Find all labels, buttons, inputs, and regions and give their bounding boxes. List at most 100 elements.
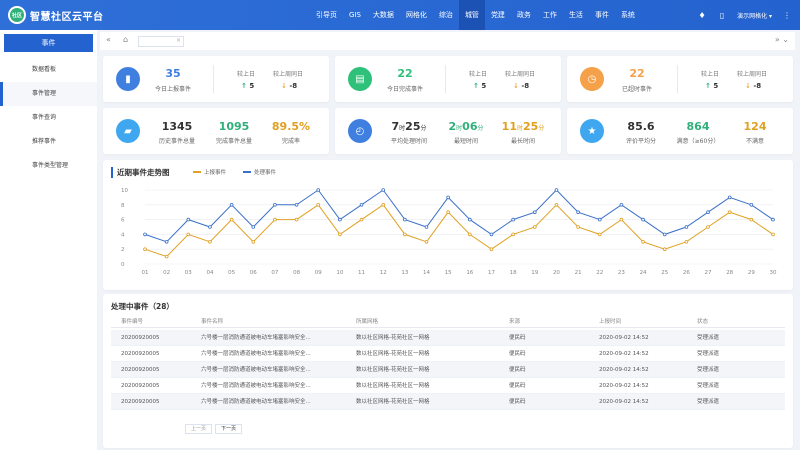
table-header: 事件编号 事件名称 所属网格 来源 上报时间 状态 xyxy=(111,316,785,328)
arrow-up-icon: ↑ xyxy=(705,82,714,90)
sidebar-item-2[interactable]: 事件查询 xyxy=(32,114,57,121)
table-row[interactable]: 20200920005 六号楼一层消防通道被电动车堵塞影响安全... 数以社区网格-… xyxy=(111,330,785,346)
nav-item-2[interactable]: 大数据 xyxy=(372,11,394,19)
data-point-1 xyxy=(403,217,407,222)
bell-icon[interactable]: ♦ xyxy=(698,10,706,20)
folder-icon: ▰ xyxy=(116,119,140,143)
tab-current[interactable]: × xyxy=(138,36,184,47)
nav-item-6[interactable]: 党建 xyxy=(490,11,505,19)
sidebar: 事件 数据看板事件管理事件查询推荐事件事件类型管理 xyxy=(0,30,97,450)
more-vert-icon[interactable]: ⋮ xyxy=(783,10,791,20)
data-point-1 xyxy=(446,195,450,200)
nav-item-0[interactable]: 引导页 xyxy=(316,11,337,19)
sidebar-item-3[interactable]: 推荐事件 xyxy=(32,138,57,145)
data-point-0 xyxy=(641,240,645,244)
nav-item-9[interactable]: 生活 xyxy=(568,11,583,19)
x-tick-label: 14 xyxy=(423,270,430,276)
stat-label: 今日完成事件 xyxy=(386,86,423,93)
sidebar-item-4[interactable]: 事件类型管理 xyxy=(32,162,69,169)
table-cell: 数以社区网格-花苑社区一网格 xyxy=(356,383,430,389)
cmp-number: -8 xyxy=(753,82,762,90)
data-point-0 xyxy=(186,232,191,237)
tab-close-icon[interactable]: × xyxy=(175,37,181,44)
x-tick-label: 16 xyxy=(466,270,473,276)
cmp-value-week: ↓ -8 xyxy=(745,82,761,90)
tab-scroll-right-icon[interactable]: » ⌄ xyxy=(774,35,789,44)
data-point-0 xyxy=(771,232,775,237)
table-cell: 六号楼一层消防通道被电动车堵塞影响安全... xyxy=(201,335,311,341)
legend-item-reported: 上报事件 xyxy=(193,168,226,176)
next-page-button[interactable]: 下一页 xyxy=(215,424,243,434)
data-point-1 xyxy=(208,225,212,229)
cmp-label-day: 较上日 xyxy=(701,71,720,78)
x-tick-label: 01 xyxy=(142,270,149,276)
data-point-0 xyxy=(403,232,407,237)
home-icon[interactable]: ⌂ xyxy=(123,35,129,44)
legend-label-reported: 上报事件 xyxy=(204,170,227,176)
table-cell: 受理派遣 xyxy=(697,399,720,405)
nav-item-4[interactable]: 综治 xyxy=(438,11,453,19)
column-header: 来源 xyxy=(509,319,521,325)
data-point-0 xyxy=(164,254,169,259)
cmp-number: -8 xyxy=(289,82,298,90)
nav-item-7[interactable]: 政务 xyxy=(516,11,531,19)
phone-icon[interactable]: ▯ xyxy=(719,10,725,20)
table-row[interactable]: 20200920005 六号楼一层消防通道被电动车堵塞影响安全... 数以社区网格-… xyxy=(111,362,785,378)
arrow-up-icon: ↑ xyxy=(473,82,482,90)
table-cell: 20200920005 xyxy=(121,399,160,405)
summary-label: 最长时间 xyxy=(510,138,535,145)
hours-unit: 时 xyxy=(399,125,406,132)
nav-item-11[interactable]: 系统 xyxy=(620,11,635,19)
data-point-0 xyxy=(424,240,429,244)
tab-scroll-left-icon[interactable]: « xyxy=(106,35,111,44)
logo-icon: 社区 xyxy=(10,8,24,22)
data-point-1 xyxy=(641,217,645,222)
sidebar-item-1[interactable]: 事件管理 xyxy=(0,82,97,106)
y-tick-label: 8 xyxy=(121,203,125,209)
data-point-0 xyxy=(446,210,450,214)
summary-label: 完成率 xyxy=(281,138,300,145)
nav-item-1[interactable]: GIS xyxy=(349,11,361,19)
user-menu[interactable]: 演示网格化 ▾ xyxy=(737,12,772,20)
data-point-0 xyxy=(273,217,277,222)
legend-item-processed: 处理事件 xyxy=(243,168,276,176)
nav-item-10[interactable]: 事件 xyxy=(594,11,609,19)
table-cell: 20200920005 xyxy=(121,383,160,389)
nav-item-8[interactable]: 工作 xyxy=(542,11,557,19)
summary-value: 11时25分 xyxy=(497,120,549,133)
table-cell: 受理派遣 xyxy=(697,335,720,341)
data-point-0 xyxy=(532,225,537,229)
stat-card-0: ▮ 35 今日上报事件 较上日 较上周同日 ↑ 5 ↓ -8 xyxy=(103,56,329,102)
x-tick-label: 02 xyxy=(163,270,170,276)
minutes-unit: 分 xyxy=(538,125,545,132)
pagination: 上一页 下一页 xyxy=(185,424,243,434)
chart-icon: ▮ xyxy=(116,67,140,91)
summary-card-1: ◴ 7时25分 平均处理时间 2时06分 最短时间 11时25分 最长时间 xyxy=(335,108,561,154)
data-point-0 xyxy=(316,202,321,207)
table-row[interactable]: 20200920005 六号楼一层消防通道被电动车堵塞影响安全... 数以社区网格-… xyxy=(111,378,785,394)
table-row[interactable]: 20200920005 六号楼一层消防通道被电动车堵塞影响安全... 数以社区网格-… xyxy=(111,346,785,362)
x-tick-label: 03 xyxy=(185,270,192,276)
stat-value: 22 xyxy=(629,67,645,80)
data-point-0 xyxy=(208,240,212,244)
clock-icon: ◷ xyxy=(580,67,604,91)
sidebar-header[interactable]: 事件 xyxy=(4,34,93,52)
data-point-1 xyxy=(706,210,710,214)
y-tick-label: 0 xyxy=(121,262,125,268)
table-cell: 六号楼一层消防通道被电动车堵塞影响安全... xyxy=(201,351,311,357)
sidebar-item-0[interactable]: 数据看板 xyxy=(32,66,57,73)
arrow-up-icon: ↑ xyxy=(241,82,250,90)
arrow-down-icon: ↓ xyxy=(745,82,754,90)
table-cell: 受理派遣 xyxy=(697,351,720,357)
data-point-1 xyxy=(294,202,299,207)
summary-value: 124 xyxy=(743,120,767,133)
x-tick-label: 06 xyxy=(250,270,257,276)
data-point-1 xyxy=(749,202,754,207)
nav-item-3[interactable]: 网格化 xyxy=(405,11,427,19)
table-row[interactable]: 20200920005 六号楼一层消防通道被电动车堵塞影响安全... 数以社区网格-… xyxy=(111,394,785,410)
cmp-value-day: ↑ 5 xyxy=(473,82,486,90)
prev-page-button[interactable]: 上一页 xyxy=(185,424,213,434)
summary-value: 1345 xyxy=(161,120,193,133)
nav-item-5[interactable]: 城管 xyxy=(458,0,485,30)
